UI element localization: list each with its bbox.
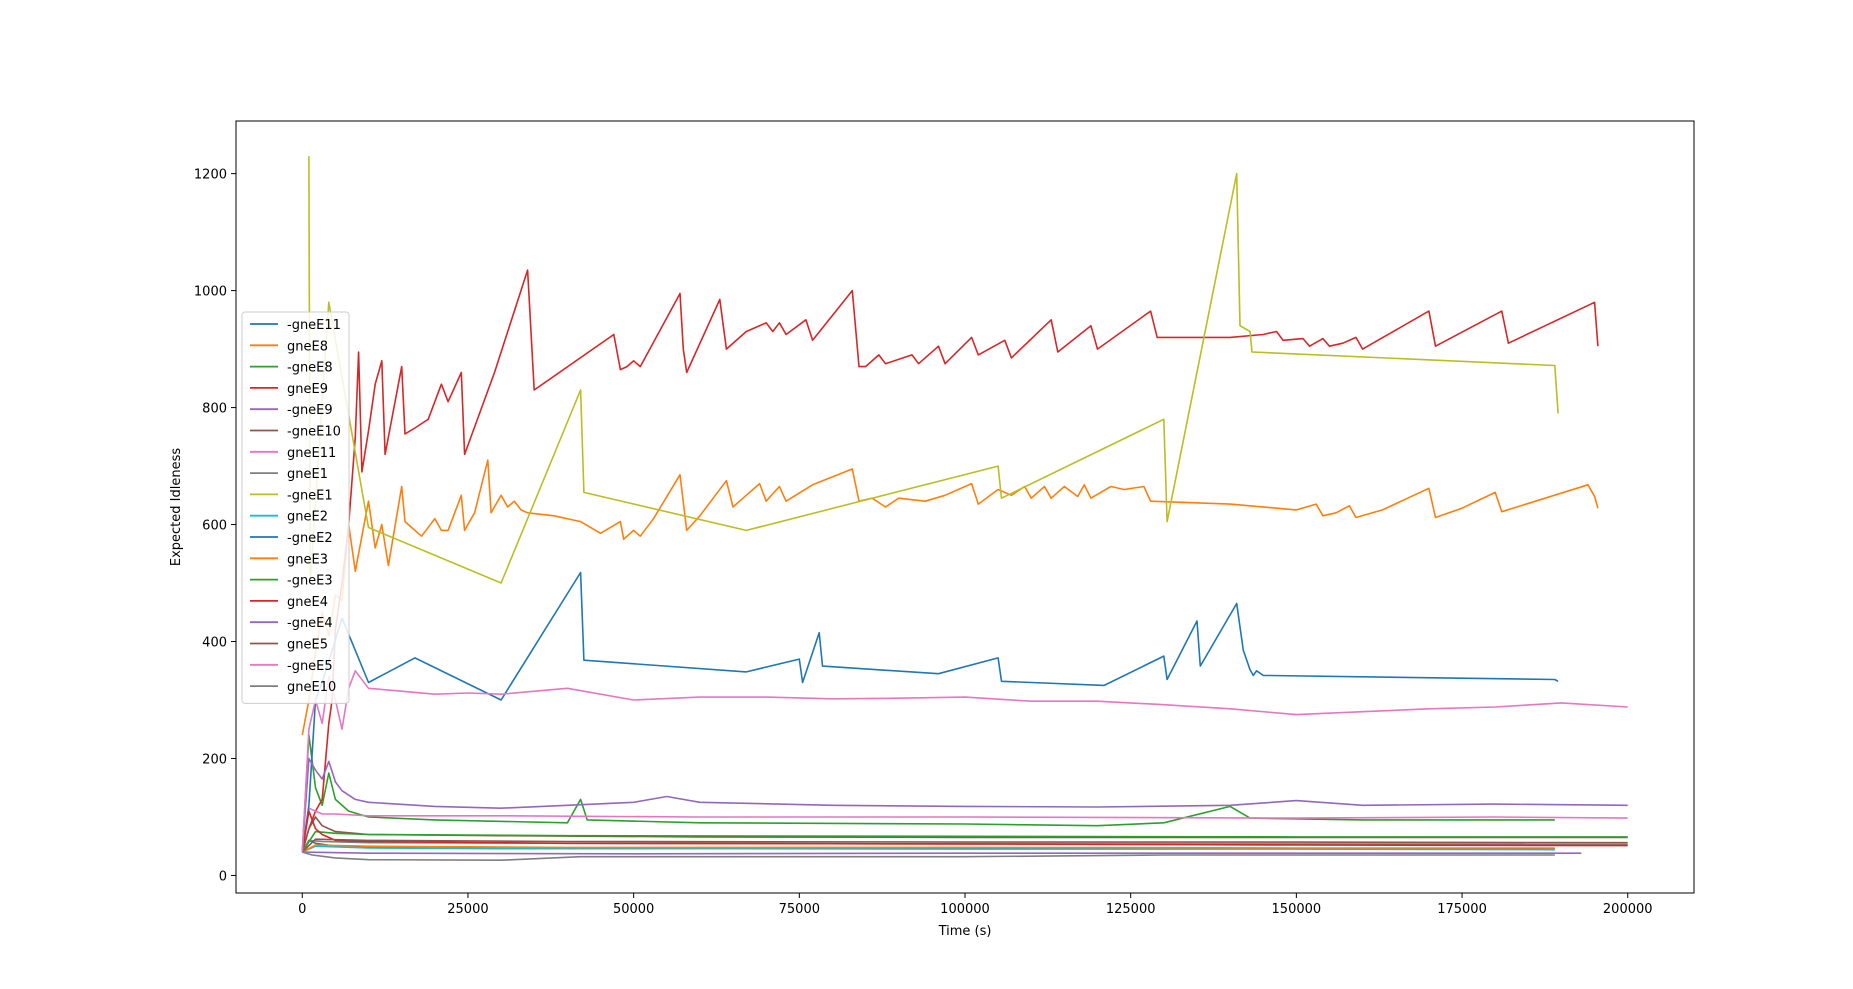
series-line [301,807,1628,853]
y-axis-title: Expected Idleness [169,448,184,566]
series-layer [301,156,1628,862]
x-axis-title: Time (s) [938,924,992,939]
legend-label: -gneE1 [287,488,333,503]
x-tick-label: 125000 [1106,902,1156,917]
y-tick-label: 1200 [194,168,227,183]
y-tick-label: 0 [219,869,227,884]
y-tick-label: 800 [202,402,227,417]
legend-label: -gneE8 [287,361,333,376]
series-line [301,459,1599,736]
legend-label: -gneE10 [287,425,341,440]
x-tick-label: 0 [298,902,306,917]
y-tick-label: 1000 [194,285,227,300]
x-tick-label: 75000 [779,902,820,917]
legend-label: -gneE4 [287,616,333,631]
series-line [301,844,1555,853]
legend: -gneE11 gneE8 -gneE8 gneE9 -gneE9 -gneE10 gneE… [241,311,350,704]
series-line [301,269,1599,853]
x-tick-label: 200000 [1603,902,1653,917]
series-line [301,838,1628,853]
legend-label: -gneE11 [287,318,341,333]
series-line [301,757,1628,853]
x-tick-label: 175000 [1437,902,1487,917]
y-tick-label: 200 [202,752,227,767]
legend-label: gneE11 [287,446,336,461]
legend-label: gneE2 [287,510,328,525]
legend-label: gneE3 [287,552,328,567]
legend-label: gneE8 [287,339,328,354]
series-line [308,156,1559,584]
legend-label: -gneE9 [287,403,333,418]
series-line [302,851,1555,862]
series-line [301,845,1555,853]
y-tick-label: 400 [202,636,227,651]
series-line [301,571,1559,853]
x-tick-label: 25000 [447,902,488,917]
x-tick-label: 50000 [613,902,654,917]
y-tick-label: 600 [202,519,227,534]
series-line [301,810,1628,853]
legend-label: gneE10 [287,680,336,695]
x-tick-label: 100000 [940,902,990,917]
legend-label: gneE9 [287,382,328,397]
legend-label: -gneE2 [287,531,333,546]
legend-label: gneE1 [287,467,328,482]
legend-label: gneE5 [287,638,328,653]
series-line [301,734,1555,853]
x-axis-ticks: 0 25000 50000 75000 100000 125000 150000 175000… [298,893,1653,917]
x-tick-label: 150000 [1272,902,1322,917]
legend-label: -gneE3 [287,574,333,589]
y-axis-ticks: 0 200 400 600 800 1000 1200 [194,168,236,884]
series-line [302,851,1582,855]
legend-label: -gneE5 [287,659,333,674]
legend-label: gneE4 [287,595,328,610]
